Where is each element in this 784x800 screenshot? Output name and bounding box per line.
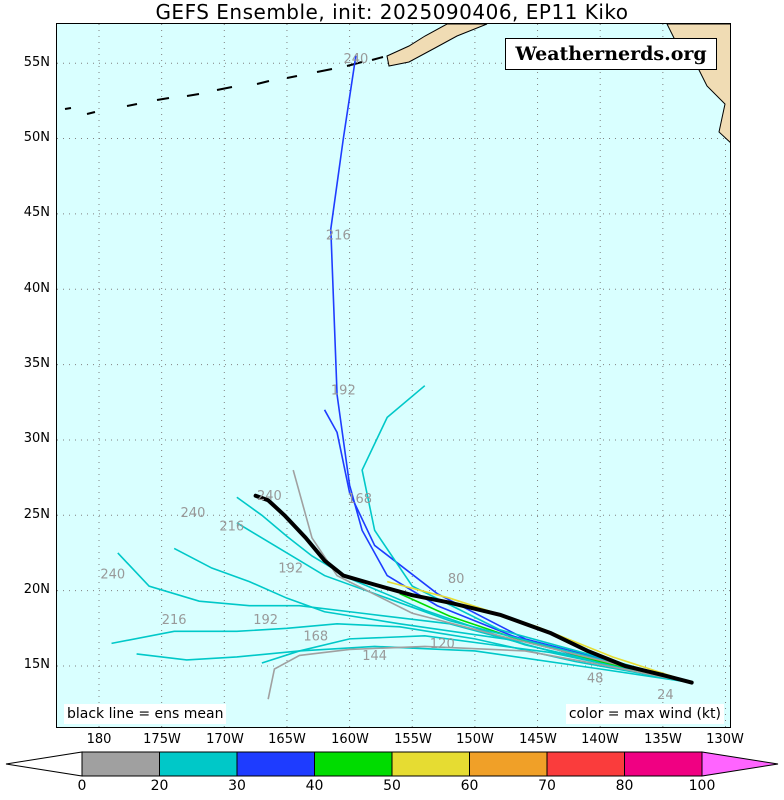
lead-time-label: 48 [587, 672, 604, 687]
member-track-9 [261, 635, 692, 684]
map-svg: 240 216 192 168 240 240 216 240 216 192 168 144 120 1… [57, 24, 730, 727]
lead-time-label: 240 [181, 506, 206, 521]
lon-label-165w: 165W [268, 732, 306, 747]
note-max-wind: color = max wind (kt) [565, 704, 724, 724]
lead-time-label: 168 [303, 629, 328, 644]
watermark-box: Weathernerds.org [505, 38, 717, 70]
map-panel: 240 216 192 168 240 240 216 240 216 192 168 144 120 1… [56, 23, 731, 728]
member-track-13 [236, 522, 692, 684]
colorbar-bin-30-40 [236, 751, 315, 777]
lat-label-55n: 55N [23, 55, 50, 70]
lon-label-145w: 145W [519, 732, 557, 747]
lead-time-label: 168 [347, 492, 372, 507]
member-track-8 [173, 547, 692, 684]
lead-time-label: 216 [219, 519, 244, 534]
lead-time-label: 240 [257, 489, 282, 504]
lead-time-labels: 240 216 192 168 240 240 216 240 216 192 168 144 120 1… [100, 52, 673, 703]
lat-label-25n: 25N [23, 507, 50, 522]
colorbar-label: 70 [538, 778, 556, 794]
colorbar-label: 40 [305, 778, 324, 794]
lat-label-50n: 50N [23, 130, 50, 145]
colorbar-label: 30 [228, 778, 246, 794]
colorbar-bin-0-20 [81, 751, 160, 777]
lead-time-label: 240 [343, 52, 368, 67]
lat-label-35n: 35N [23, 356, 50, 371]
lead-time-label: 80 [448, 572, 465, 587]
lead-time-label: 144 [362, 649, 387, 664]
member-track-10 [267, 645, 692, 700]
lon-label-160w: 160W [331, 732, 369, 747]
colorbar-label: 60 [460, 778, 479, 794]
lon-label-155w: 155W [394, 732, 432, 747]
member-tracks [111, 55, 692, 700]
lead-time-label: 216 [162, 613, 187, 628]
colorbar [5, 751, 779, 777]
colorbar-bin-60-70 [469, 751, 548, 777]
colorbar-label: 50 [383, 778, 401, 794]
lat-label-30n: 30N [23, 431, 50, 446]
colorbar-label: 0 [77, 778, 87, 794]
note-ens-mean: black line = ens mean [64, 704, 227, 724]
lon-label-175w: 175W [143, 732, 181, 747]
lon-label-150w: 150W [456, 732, 494, 747]
alaska-peninsula-land [386, 24, 488, 67]
lat-label-40n: 40N [23, 281, 50, 296]
lead-time-label: 120 [430, 637, 455, 652]
member-track-3 [136, 645, 692, 684]
lead-time-label: 192 [253, 613, 278, 628]
colorbar-bin-70-80 [546, 751, 625, 777]
colorbar-bin-50-60 [391, 751, 470, 777]
lon-label-180: 180 [86, 732, 112, 747]
lead-time-label: 240 [100, 568, 125, 583]
colorbar-bin-40-50 [314, 751, 393, 777]
colorbar-over-triangle [701, 751, 779, 777]
lead-time-label: 216 [326, 229, 351, 244]
colorbar-label: 100 [688, 778, 716, 794]
colorbar-label: 20 [150, 778, 169, 794]
lat-label-15n: 15N [23, 657, 50, 672]
colorbar-bins [81, 751, 703, 777]
colorbar-bin-80-100 [624, 751, 703, 777]
lead-time-label: 192 [331, 384, 356, 399]
chart-title: GEFS Ensemble, init: 2025090406, EP11 Ki… [155, 0, 629, 24]
member-track-14 [292, 469, 692, 684]
lon-label-130w: 130W [706, 732, 744, 747]
lat-label-20n: 20N [23, 582, 50, 597]
colorbar-under-triangle [5, 751, 83, 777]
member-track-7 [361, 385, 692, 684]
lead-time-label: 24 [657, 688, 674, 703]
aleutian-islands [64, 56, 384, 115]
lead-time-label: 192 [278, 562, 303, 577]
lon-label-135w: 135W [644, 732, 682, 747]
colorbar-label: 80 [615, 778, 634, 794]
member-track-6 [323, 409, 692, 684]
lon-label-140w: 140W [581, 732, 619, 747]
lon-label-170w: 170W [206, 732, 244, 747]
colorbar-bin-20-30 [159, 751, 238, 777]
ensemble-mean-track [253, 493, 694, 685]
lat-label-45n: 45N [23, 205, 50, 220]
